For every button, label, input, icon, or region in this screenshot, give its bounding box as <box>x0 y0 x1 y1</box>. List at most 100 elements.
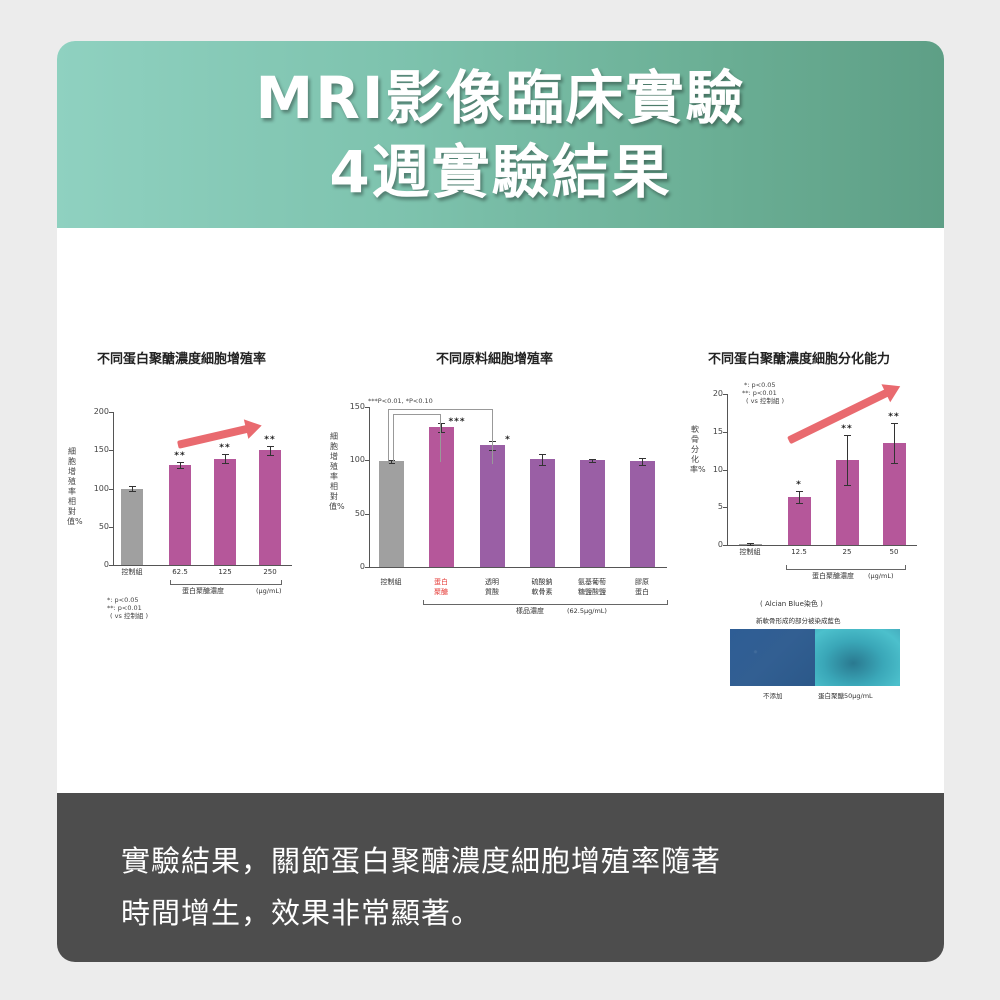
bar <box>629 461 655 567</box>
error-cap <box>438 423 445 424</box>
bar <box>835 459 859 545</box>
y-tick-mark <box>723 469 727 471</box>
significance-marker: ** <box>219 443 231 454</box>
bar <box>787 497 811 545</box>
bar <box>882 443 906 545</box>
significance-marker: ** <box>841 423 853 434</box>
summary-line1: 實驗結果，關節蛋白聚醣濃度細胞增殖率隨著 <box>121 844 722 878</box>
chart2-title: 不同原料細胞增殖率 <box>436 352 554 367</box>
y-tick-mark <box>109 412 113 413</box>
error-cap <box>639 464 646 466</box>
y-axis <box>113 412 114 565</box>
y-tick-label: 0 <box>359 562 365 571</box>
error-cap <box>796 503 803 505</box>
y-tick-label: 0 <box>717 540 723 549</box>
stain-label-control: 不添加 <box>763 692 783 700</box>
chart1-note-2: **: p<0.01 <box>107 604 142 612</box>
error-bar <box>270 445 271 455</box>
error-cap <box>388 463 395 464</box>
y-tick-mark <box>109 565 113 566</box>
error-cap <box>222 463 229 465</box>
x-tick-label: 控制組 <box>739 548 761 556</box>
x-tick-label: 125 <box>218 568 232 576</box>
chart2-group-label: 樣品濃度 <box>516 607 544 615</box>
error-cap <box>747 543 754 545</box>
chart1-title: 不同蛋白聚醣濃度細胞增殖率 <box>97 352 267 367</box>
y-tick-label: 10 <box>712 464 723 474</box>
x-tick-label: 膠原 <box>635 578 649 586</box>
error-bar <box>894 423 895 463</box>
chart3-y-axis-label: 軟骨分化率% <box>690 425 706 474</box>
bar <box>259 450 281 565</box>
y-tick-label: 100 <box>93 483 109 493</box>
y-tick-label: 100 <box>349 455 365 465</box>
chart2-unit: (62.5μg/mL) <box>567 607 607 615</box>
chart2-note: ***P<0.01, *P<0.10 <box>368 397 433 405</box>
page-title-line2: 4週實驗結果 <box>329 137 672 206</box>
error-bar <box>542 453 543 465</box>
x-axis <box>727 545 917 546</box>
x-tick-label: 軟骨素 <box>531 588 553 596</box>
error-cap <box>222 454 229 456</box>
stain-label-treated: 蛋白聚醣50μg/mL <box>818 692 873 700</box>
bar <box>428 427 454 567</box>
summary-footer: 實驗結果，關節蛋白聚醣濃度細胞增殖率隨著 時間增生，效果非常顯著。 <box>57 793 944 962</box>
error-bar <box>642 458 643 465</box>
y-tick-label: 20 <box>712 389 723 398</box>
group-bracket <box>423 600 668 605</box>
chart1-y-axis-label: 細胞增殖率相對值% <box>67 447 83 526</box>
error-bar <box>592 458 593 462</box>
error-bar <box>799 491 800 504</box>
error-cap <box>891 462 898 464</box>
error-cap <box>589 458 596 460</box>
chart3-note-1: *: p<0.05 <box>744 381 776 389</box>
y-tick-mark <box>109 488 113 490</box>
error-cap <box>844 484 851 486</box>
y-tick-label: 5 <box>717 502 723 512</box>
group-bracket <box>170 580 282 585</box>
error-cap <box>267 445 274 447</box>
error-bar <box>132 486 133 491</box>
y-tick-mark <box>109 526 113 528</box>
significance-marker: ** <box>174 450 186 461</box>
y-tick-label: 150 <box>93 445 109 455</box>
y-tick-label: 50 <box>98 521 109 531</box>
stain-image-treated <box>815 629 900 686</box>
chart3-unit: (μg/mL) <box>868 572 894 580</box>
significance-marker: * <box>505 435 511 446</box>
chart1-note-3: ( vs 控制組 ) <box>110 612 149 620</box>
significance-marker: * <box>796 480 802 491</box>
significance-marker: ** <box>264 434 276 445</box>
chart2-y-axis-label: 細胞增殖率相對值% <box>329 432 345 511</box>
error-cap <box>438 431 445 433</box>
y-axis <box>369 407 370 567</box>
error-cap <box>891 423 898 425</box>
y-tick-label: 50 <box>354 508 365 518</box>
y-tick-mark <box>365 567 369 568</box>
x-axis <box>113 565 292 566</box>
error-cap <box>589 461 596 463</box>
y-tick-mark <box>365 460 369 462</box>
error-cap <box>539 464 546 466</box>
bar <box>579 460 605 567</box>
y-tick-mark <box>365 513 369 515</box>
x-tick-label: 蛋白 <box>434 578 448 586</box>
error-cap <box>177 467 184 469</box>
chart3-title: 不同蛋白聚醣濃度細胞分化能力 <box>708 352 891 367</box>
stain-caption-2: 新軟骨形成的部分被染成藍色 <box>756 617 841 625</box>
error-cap <box>639 458 646 460</box>
x-tick-label: 50 <box>889 548 899 556</box>
error-bar <box>225 454 226 464</box>
chart3-note-2: **: p<0.01 <box>742 389 777 397</box>
page-title-line1: MRI影像臨床實驗 <box>255 63 746 132</box>
bar <box>214 458 236 565</box>
chart1-unit: (μg/mL) <box>256 587 282 595</box>
summary-line2: 時間增生，效果非常顯著。 <box>121 896 482 930</box>
chart1-group-label: 蛋白聚醣濃度 <box>182 587 224 595</box>
y-tick-mark <box>365 407 369 408</box>
header-banner: MRI影像臨床實驗 4週實驗結果 <box>57 41 944 228</box>
error-cap <box>129 486 136 488</box>
error-bar <box>391 459 392 463</box>
chart3-note-3: ( vs 控制組 ) <box>746 397 785 405</box>
error-cap <box>388 459 395 461</box>
